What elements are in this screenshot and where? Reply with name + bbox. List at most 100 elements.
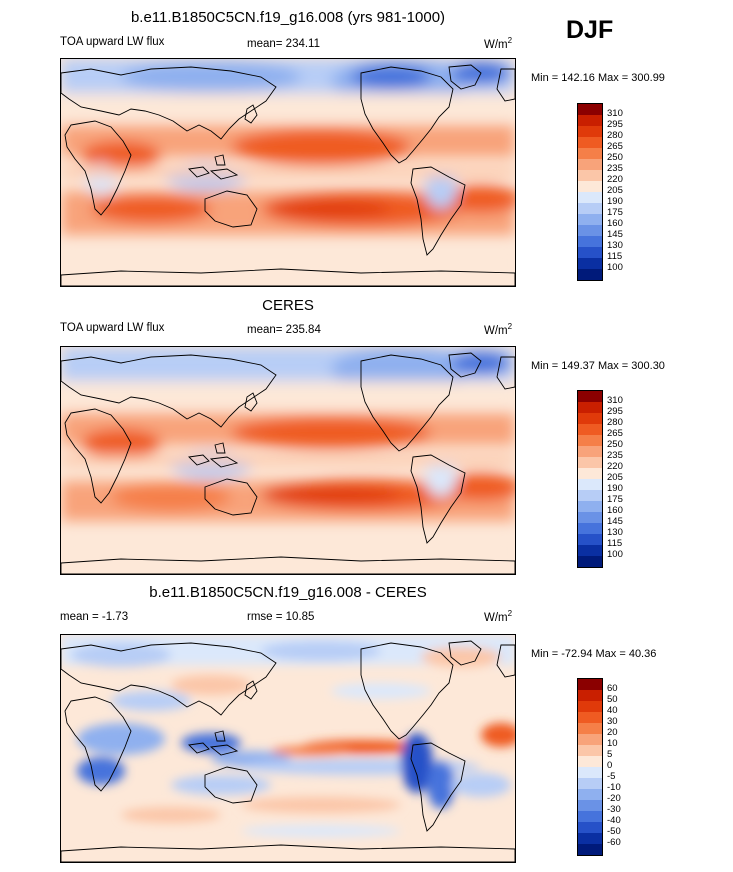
tick-label: 130 — [607, 240, 623, 251]
swatch — [578, 712, 602, 723]
tick-label: 190 — [607, 196, 623, 207]
panel-3-minmax: Min = -72.94 Max = 40.36 — [531, 648, 657, 660]
panel-2-map — [60, 346, 516, 575]
swatch — [578, 490, 602, 501]
tick-label: 295 — [607, 406, 623, 417]
tick-label: 115 — [607, 251, 623, 262]
swatch — [578, 247, 602, 258]
swatch — [578, 170, 602, 181]
panel-1-title: b.e11.B1850C5CN.f19_g16.008 (yrs 981-100… — [130, 9, 446, 26]
tick-label: -40 — [607, 815, 621, 826]
panel-1-units: W/m2 — [484, 36, 513, 51]
tick-label: 60 — [607, 683, 618, 694]
tick-label: 10 — [607, 738, 618, 749]
panel-2-mean-label: mean= 235.84 — [247, 324, 321, 336]
swatch — [578, 789, 602, 800]
tick-label: 145 — [607, 516, 623, 527]
swatch — [578, 800, 602, 811]
tick-label: 220 — [607, 461, 623, 472]
swatch — [578, 734, 602, 745]
tick-label: -60 — [607, 837, 621, 848]
tick-label: 100 — [607, 549, 623, 560]
swatch — [578, 214, 602, 225]
panel-2-colorbar-swatches — [577, 390, 603, 568]
panel-2-minmax: Min = 149.37 Max = 300.30 — [531, 360, 665, 372]
swatch — [578, 767, 602, 778]
swatch — [578, 126, 602, 137]
panel-1-minmax: Min = 142.16 Max = 300.99 — [531, 72, 665, 84]
tick-label: 265 — [607, 428, 623, 439]
swatch — [578, 523, 602, 534]
tick-label: 30 — [607, 716, 618, 727]
swatch — [578, 723, 602, 734]
tick-label: 310 — [607, 395, 623, 406]
tick-label: 115 — [607, 538, 623, 549]
swatch — [578, 192, 602, 203]
swatch — [578, 236, 602, 247]
tick-label: 130 — [607, 527, 623, 538]
swatch — [578, 424, 602, 435]
swatch — [578, 844, 602, 855]
swatch — [578, 778, 602, 789]
swatch — [578, 225, 602, 236]
panel-3-mean-label: mean = -1.73 — [60, 611, 129, 623]
panel-1-colorbar-swatches — [577, 103, 603, 281]
tick-label: 160 — [607, 218, 623, 229]
swatch — [578, 457, 602, 468]
swatch — [578, 391, 602, 402]
panel-2-variable-label: TOA upward LW flux — [60, 322, 165, 334]
tick-label: 50 — [607, 694, 618, 705]
tick-label: -20 — [607, 793, 621, 804]
swatch — [578, 104, 602, 115]
swatch — [578, 159, 602, 170]
panel-3-units: W/m2 — [484, 609, 513, 624]
tick-label: 175 — [607, 494, 623, 505]
swatch — [578, 822, 602, 833]
tick-label: 265 — [607, 141, 623, 152]
swatch — [578, 115, 602, 126]
swatch — [578, 479, 602, 490]
tick-label: 220 — [607, 174, 623, 185]
panel-1-map — [60, 58, 516, 287]
swatch — [578, 501, 602, 512]
swatch — [578, 203, 602, 214]
swatch — [578, 512, 602, 523]
tick-label: 190 — [607, 483, 623, 494]
tick-label: 310 — [607, 108, 623, 119]
swatch — [578, 833, 602, 844]
swatch — [578, 545, 602, 556]
swatch — [578, 137, 602, 148]
panel-2-units: W/m2 — [484, 322, 513, 337]
swatch — [578, 745, 602, 756]
panel-3-colorbar-swatches — [577, 678, 603, 856]
tick-label: 280 — [607, 130, 623, 141]
swatch — [578, 556, 602, 567]
tick-label: -30 — [607, 804, 621, 815]
swatch — [578, 435, 602, 446]
tick-label: -10 — [607, 782, 621, 793]
swatch — [578, 258, 602, 269]
panel-3-title: b.e11.B1850C5CN.f19_g16.008 - CERES — [149, 584, 427, 601]
panel-3-map — [60, 634, 516, 863]
tick-label: 0 — [607, 760, 613, 771]
panel-1-mean-label: mean= 234.11 — [247, 38, 320, 50]
swatch — [578, 148, 602, 159]
tick-label: -5 — [607, 771, 616, 782]
swatch — [578, 181, 602, 192]
swatch — [578, 690, 602, 701]
swatch — [578, 534, 602, 545]
swatch — [578, 756, 602, 767]
tick-label: 205 — [607, 185, 623, 196]
tick-label: 100 — [607, 262, 623, 273]
tick-label: 160 — [607, 505, 623, 516]
tick-label: -50 — [607, 826, 621, 837]
panel-3-rmse-label: rmse = 10.85 — [247, 611, 315, 623]
swatch — [578, 413, 602, 424]
swatch — [578, 679, 602, 690]
swatch — [578, 446, 602, 457]
swatch — [578, 269, 602, 280]
season-label: DJF — [566, 16, 614, 44]
tick-label: 40 — [607, 705, 618, 716]
tick-label: 235 — [607, 163, 623, 174]
swatch — [578, 402, 602, 413]
